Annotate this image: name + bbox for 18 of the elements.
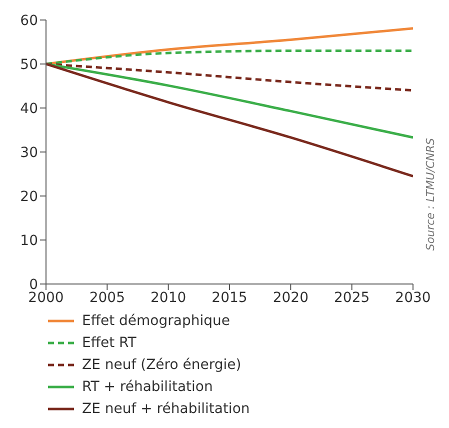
source-note: Source : LTMU/CNRS: [424, 138, 437, 251]
legend-label: RT + réhabilitation: [82, 379, 213, 395]
y-tick-label: 20: [20, 188, 38, 205]
legend-label: Effet RT: [82, 335, 136, 351]
y-tick-label: 60: [20, 12, 38, 29]
y-tick-label: 10: [20, 232, 38, 249]
x-tick-label: 2010: [150, 290, 186, 306]
legend-label: ZE neuf + réhabilitation: [82, 401, 250, 417]
y-tick-label: 40: [20, 100, 38, 117]
x-tick-label: 2005: [89, 290, 125, 306]
legend-label: Effet démographique: [82, 313, 230, 329]
x-tick-label: 2015: [212, 290, 248, 306]
y-tick-label: 30: [20, 144, 38, 161]
y-tick-label: 50: [20, 56, 38, 73]
legend-label: ZE neuf (Zéro énergie): [82, 357, 242, 373]
x-tick-label: 2030: [395, 290, 431, 306]
x-tick-label: 2025: [334, 290, 370, 306]
x-tick-label: 2020: [272, 290, 308, 306]
